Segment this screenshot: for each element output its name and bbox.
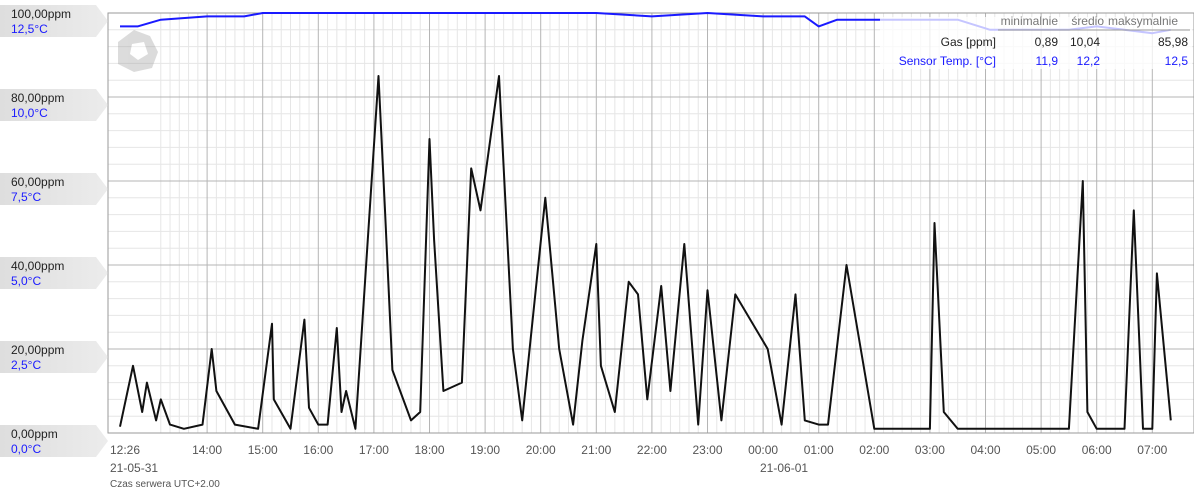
y-tag-bg: [0, 257, 108, 289]
legend-header-min: minimalnie: [1001, 14, 1059, 28]
legend-gas-avg: 10,04: [1070, 35, 1100, 49]
x-tick: 02:00: [859, 443, 889, 457]
legend-background: [880, 17, 1192, 69]
series-gas-line: [119, 75, 1172, 430]
y-tick-temp: 5,0°C: [11, 274, 41, 288]
y-tag-bg: [0, 425, 108, 457]
x-tick: 20:00: [526, 443, 556, 457]
x-tick: 05:00: [1026, 443, 1056, 457]
grid-major: [108, 13, 1194, 433]
x-axis-start-date: 21-05-31: [110, 461, 158, 475]
x-tick: 12:26: [110, 443, 140, 457]
legend-temp-min: 11,9: [1036, 54, 1059, 68]
y-tick-gas: 60,00ppm: [11, 175, 64, 189]
legend-temp-max: 12,5: [1165, 54, 1189, 68]
x-tick: 21:00: [581, 443, 611, 457]
legend: minimalnie średio maksymalnie Gas [ppm] …: [880, 14, 1192, 69]
x-tick: 04:00: [970, 443, 1000, 457]
logo-watermark: [118, 30, 158, 72]
x-tick: 15:00: [248, 443, 278, 457]
legend-gas-max: 85,98: [1158, 35, 1188, 49]
y-tick-gas: 100,00ppm: [11, 7, 71, 21]
legend-temp-name: Sensor Temp. [°C]: [899, 54, 996, 68]
y-tick-gas: 0,00ppm: [11, 427, 58, 441]
y-tick-gas: 20,00ppm: [11, 343, 64, 357]
legend-header-max: maksymalnie: [1108, 14, 1178, 28]
x-tick: 19:00: [470, 443, 500, 457]
legend-gas-name: Gas [ppm]: [941, 35, 996, 49]
x-tick: 16:00: [303, 443, 333, 457]
x-tick: 17:00: [359, 443, 389, 457]
x-tick: 22:00: [637, 443, 667, 457]
y-tick-temp: 7,5°C: [11, 190, 41, 204]
y-tick-temp: 2,5°C: [11, 358, 41, 372]
y-tag-bg: [0, 89, 108, 121]
x-axis-labels: 12:26 14:00 15:00 16:00 17:00 18:00 19:00 20:00…: [110, 443, 1168, 457]
y-tag-bg: [0, 173, 108, 205]
x-tick: 23:00: [692, 443, 722, 457]
x-tick: 14:00: [192, 443, 222, 457]
legend-gas-min: 0,89: [1035, 35, 1059, 49]
y-tag-bg: [0, 341, 108, 373]
y-tick-gas: 80,00ppm: [11, 91, 64, 105]
x-tick: 06:00: [1082, 443, 1112, 457]
grid-minor: [108, 13, 1194, 433]
x-axis-next-date: 21-06-01: [760, 461, 808, 475]
x-tick: 18:00: [414, 443, 444, 457]
x-tick: 01:00: [804, 443, 834, 457]
server-time-note: Czas serwera UTC+2.00: [110, 479, 220, 490]
y-tag-bg: [0, 5, 108, 37]
legend-header-avg: średio: [1071, 14, 1104, 28]
x-tick: 00:00: [748, 443, 778, 457]
y-tick-gas: 40,00ppm: [11, 259, 64, 273]
y-tick-temp: 10,0°C: [11, 106, 48, 120]
legend-temp-avg: 12,2: [1077, 54, 1101, 68]
y-tick-temp: 0,0°C: [11, 442, 41, 456]
x-tick: 03:00: [915, 443, 945, 457]
x-tick: 07:00: [1137, 443, 1167, 457]
y-tick-temp: 12,5°C: [11, 22, 48, 36]
plot-border: [107, 12, 1194, 434]
